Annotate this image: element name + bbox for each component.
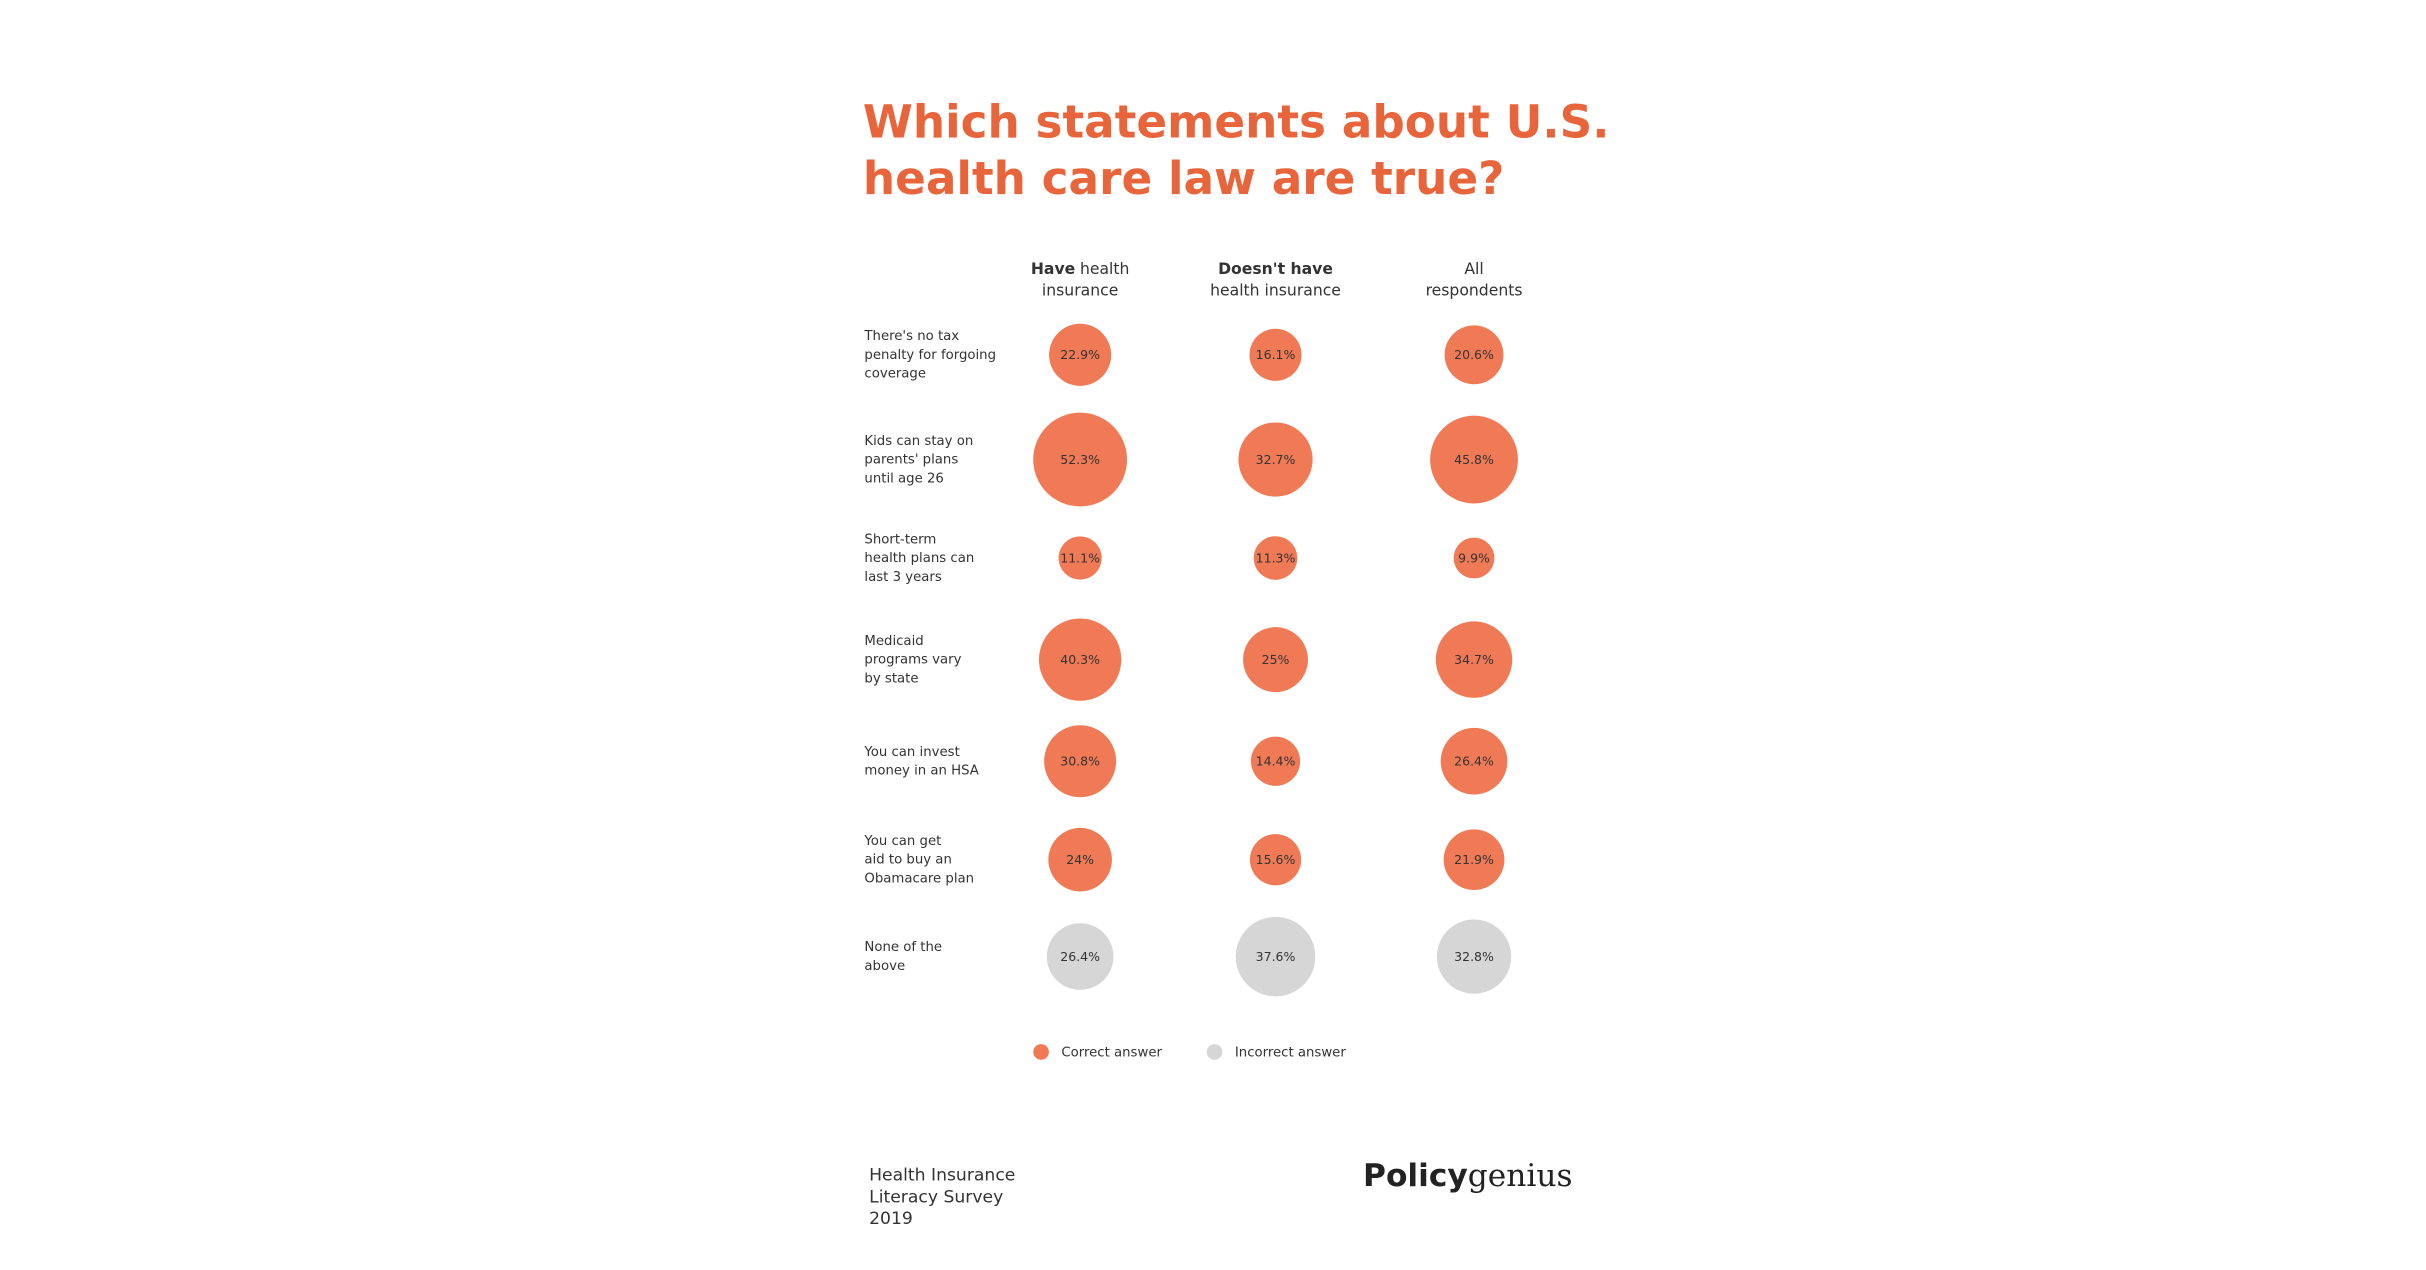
value-label: 40.3% xyxy=(1060,652,1100,667)
value-label: 9.9% xyxy=(1458,550,1490,565)
legend-label: Incorrect answer xyxy=(1235,1046,1346,1061)
value-label: 52.3% xyxy=(1060,452,1100,467)
source: Health Insurance xyxy=(869,1165,1015,1185)
bubble xyxy=(1033,412,1128,507)
source: 2019 xyxy=(869,1209,913,1229)
row-label: Medicaid xyxy=(864,634,923,649)
column-header: respondents xyxy=(1426,280,1523,299)
row-label: aid to buy an xyxy=(864,853,951,868)
logo: Policygenius xyxy=(1363,1157,1573,1194)
row-label: Short-term xyxy=(864,532,936,547)
value-label: 26.4% xyxy=(1454,754,1494,769)
column-header: Have health xyxy=(1031,258,1130,277)
bubble xyxy=(1238,422,1313,497)
value-label: 37.6% xyxy=(1256,949,1296,964)
bubble xyxy=(1048,827,1112,892)
bubble xyxy=(1049,323,1112,386)
bubble xyxy=(1235,916,1316,997)
row-label: None of the xyxy=(864,940,942,955)
column-header-text: health xyxy=(1080,258,1129,277)
bubble xyxy=(1058,536,1102,580)
bubble xyxy=(1250,736,1301,786)
value-label: 24% xyxy=(1066,852,1094,867)
source: Literacy Survey xyxy=(869,1187,1003,1207)
row-label: Kids can stay on xyxy=(864,434,973,449)
row-label: There's no tax xyxy=(863,329,959,344)
bubble xyxy=(1249,328,1302,381)
bubble xyxy=(1249,834,1302,886)
row-label: by state xyxy=(864,671,918,686)
column-header: All xyxy=(1464,258,1483,277)
bubble xyxy=(1044,725,1117,798)
value-label: 16.1% xyxy=(1256,347,1296,362)
column-header-text: respondents xyxy=(1426,280,1523,299)
column-header-bold: Doesn't have xyxy=(1218,258,1333,277)
row-label: Obamacare plan xyxy=(864,871,974,886)
value-label: 21.9% xyxy=(1454,852,1494,867)
bubble xyxy=(1253,536,1298,580)
row-label: You can get xyxy=(863,834,941,849)
column-header: health insurance xyxy=(1210,280,1341,299)
value-label: 25% xyxy=(1262,652,1290,667)
row-label: until age 26 xyxy=(864,471,943,486)
bubble xyxy=(1243,627,1308,693)
bubble xyxy=(1046,923,1114,990)
row-label: programs vary xyxy=(864,653,961,668)
bubble xyxy=(1430,415,1518,504)
value-label: 34.7% xyxy=(1454,652,1494,667)
row-label: above xyxy=(864,959,905,974)
legend-swatch xyxy=(1206,1044,1223,1060)
column-header-text: All xyxy=(1464,258,1483,277)
logo-bold: Policy xyxy=(1363,1158,1468,1194)
row-label: penalty for forgoing xyxy=(864,348,996,363)
value-label: 32.7% xyxy=(1256,452,1296,467)
bubble xyxy=(1444,325,1504,385)
row-label: You can invest xyxy=(863,745,959,760)
legend-label: Correct answer xyxy=(1061,1046,1162,1061)
bubble xyxy=(1038,618,1122,701)
column-header: insurance xyxy=(1042,280,1118,299)
column-header-text: insurance xyxy=(1042,280,1118,299)
value-label: 22.9% xyxy=(1060,347,1100,362)
legend-swatch xyxy=(1033,1044,1049,1060)
chart-title: Which statements about U.S. xyxy=(863,96,1610,149)
column-header: Doesn't have xyxy=(1218,258,1333,277)
value-label: 30.8% xyxy=(1060,754,1100,769)
bubble xyxy=(1440,727,1508,795)
value-label: 20.6% xyxy=(1454,347,1494,362)
value-label: 32.8% xyxy=(1454,949,1494,964)
value-label: 14.4% xyxy=(1256,754,1296,769)
value-label: 11.3% xyxy=(1256,550,1296,565)
value-label: 11.1% xyxy=(1060,550,1100,565)
bubble xyxy=(1443,829,1505,891)
bubble xyxy=(1435,621,1513,698)
column-header-text: health insurance xyxy=(1210,280,1341,299)
chart-title: health care law are true? xyxy=(863,152,1505,205)
column-header-bold: Have xyxy=(1031,258,1075,277)
value-label: 15.6% xyxy=(1256,852,1296,867)
row-label: coverage xyxy=(864,367,926,382)
value-label: 45.8% xyxy=(1454,452,1494,467)
logo-text: genius xyxy=(1468,1157,1573,1193)
bubble xyxy=(1436,919,1512,994)
row-label: health plans can xyxy=(864,551,974,566)
row-label: last 3 years xyxy=(864,570,941,585)
row-label: parents' plans xyxy=(864,453,958,468)
bubble xyxy=(1453,537,1495,579)
row-label: money in an HSA xyxy=(864,764,978,779)
value-label: 26.4% xyxy=(1060,949,1100,964)
